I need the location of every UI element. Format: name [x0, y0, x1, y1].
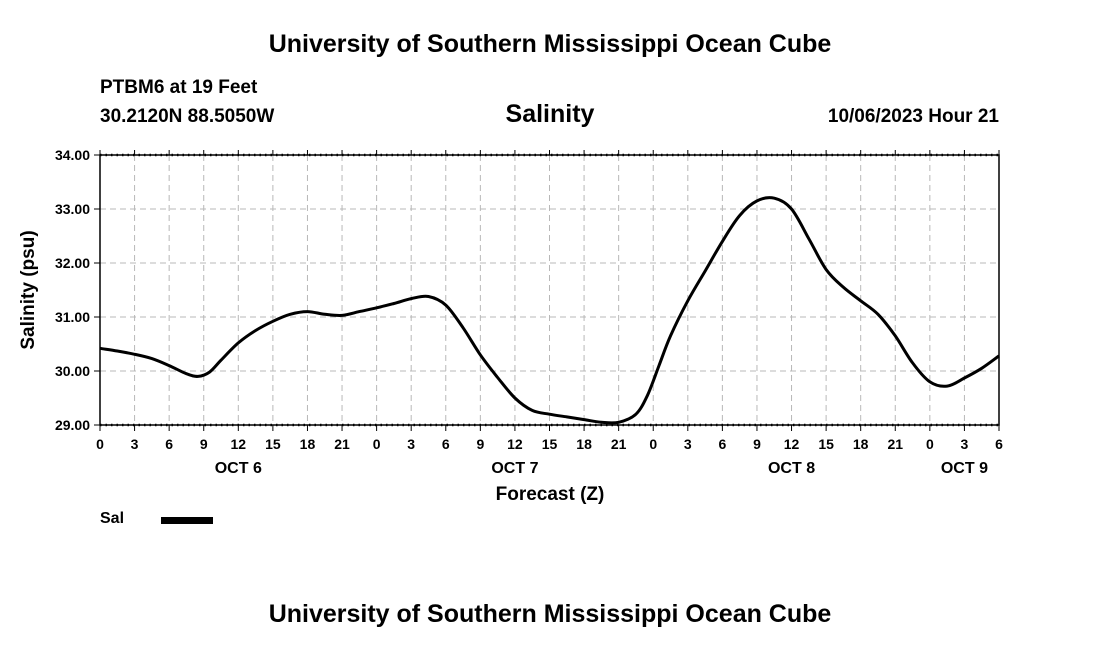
day-label: OCT 7	[491, 460, 538, 477]
y-axis-label: Salinity (psu)	[18, 230, 39, 349]
legend-swatch	[161, 517, 213, 524]
y-tick-label: 31.00	[55, 309, 90, 325]
x-tick-label: 0	[373, 436, 381, 452]
x-tick-label: 0	[926, 436, 934, 452]
series-line-sal	[99, 196, 1000, 425]
x-tick-label: 6	[995, 436, 1003, 452]
page-title: University of Southern Mississippi Ocean…	[268, 30, 832, 58]
x-tick-label: 3	[684, 436, 692, 452]
x-tick-label: 21	[887, 436, 903, 452]
x-tick-label: 18	[300, 436, 316, 452]
x-tick-label: 0	[649, 436, 657, 452]
x-tick-label: 21	[611, 436, 627, 452]
x-tick-label: 3	[131, 436, 139, 452]
y-tick-label: 34.00	[55, 147, 90, 163]
day-label: OCT 9	[941, 460, 988, 477]
x-tick-label: 12	[784, 436, 800, 452]
x-tick-label: 15	[265, 436, 281, 452]
y-tick-label: 33.00	[55, 201, 90, 217]
day-label: OCT 8	[768, 460, 815, 477]
x-tick-label: 9	[200, 436, 208, 452]
x-tick-label: 15	[542, 436, 558, 452]
legend-label: Sal	[100, 510, 125, 527]
x-tick-label: 6	[718, 436, 726, 452]
x-tick-label: 9	[476, 436, 484, 452]
x-tick-label: 15	[818, 436, 834, 452]
series-layer	[99, 196, 1000, 425]
x-tick-label: 18	[853, 436, 869, 452]
x-tick-label: 3	[961, 436, 969, 452]
issued-time: 10/06/2023 Hour 21	[827, 106, 999, 127]
y-tick-label: 32.00	[55, 255, 90, 271]
footer-title: University of Southern Mississippi Ocean…	[268, 600, 832, 628]
x-tick-label: 18	[576, 436, 592, 452]
x-tick-label: 3	[407, 436, 415, 452]
x-tick-label: 9	[753, 436, 761, 452]
x-tick-label: 21	[334, 436, 350, 452]
axis-ticks: 0 3 6 9 12 15 18 21 0 3 6 9 12 15 18 21 0 3 6 9 12 15 18 21 0 3 6O…	[55, 147, 1003, 477]
x-axis-label: Forecast (Z)	[496, 484, 605, 505]
x-tick-label: 12	[507, 436, 523, 452]
x-tick-label: 6	[442, 436, 450, 452]
chart-title: Salinity	[505, 100, 595, 128]
x-tick-label: 6	[165, 436, 173, 452]
station-name: PTBM6 at 19 Feet	[100, 77, 258, 98]
day-label: OCT 6	[215, 460, 262, 477]
station-coordinates: 30.2120N 88.5050W	[100, 106, 275, 127]
y-tick-label: 29.00	[55, 417, 90, 433]
x-tick-label: 12	[231, 436, 247, 452]
x-tick-label: 0	[96, 436, 104, 452]
grid-lines	[100, 155, 999, 425]
y-tick-label: 30.00	[55, 363, 90, 379]
